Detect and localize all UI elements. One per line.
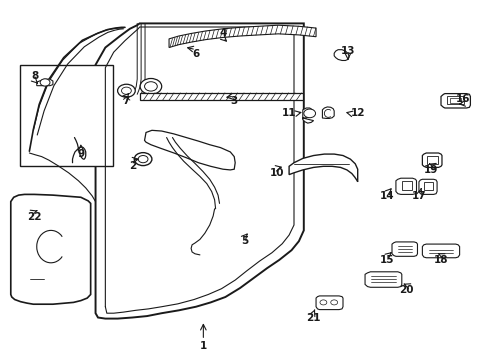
Text: 2: 2 <box>129 161 136 171</box>
Text: 5: 5 <box>242 236 248 246</box>
Polygon shape <box>11 194 91 304</box>
Text: 12: 12 <box>350 108 365 118</box>
Polygon shape <box>303 108 314 123</box>
Text: 22: 22 <box>27 212 42 222</box>
Circle shape <box>145 82 157 91</box>
Circle shape <box>320 300 327 305</box>
Bar <box>427 156 438 164</box>
Circle shape <box>134 153 152 166</box>
Polygon shape <box>322 107 334 118</box>
Bar <box>424 182 433 190</box>
Bar <box>140 93 303 100</box>
Circle shape <box>40 79 50 86</box>
Text: 9: 9 <box>77 149 84 159</box>
Circle shape <box>122 87 131 94</box>
Polygon shape <box>316 296 343 310</box>
Polygon shape <box>396 178 416 194</box>
Text: 11: 11 <box>282 108 296 118</box>
Circle shape <box>304 109 316 118</box>
Text: 13: 13 <box>341 46 355 56</box>
Text: 17: 17 <box>412 191 426 201</box>
Text: 16: 16 <box>456 94 470 104</box>
Polygon shape <box>441 94 470 108</box>
Polygon shape <box>422 244 460 258</box>
Circle shape <box>331 300 338 305</box>
Polygon shape <box>392 242 417 256</box>
Text: 21: 21 <box>306 312 321 323</box>
Text: 20: 20 <box>399 285 414 295</box>
Polygon shape <box>419 179 437 194</box>
Bar <box>402 181 412 190</box>
Text: 1: 1 <box>200 341 207 351</box>
Polygon shape <box>96 23 304 319</box>
Polygon shape <box>145 130 235 170</box>
Bar <box>450 98 461 103</box>
Bar <box>447 96 464 104</box>
Circle shape <box>118 84 135 97</box>
Text: 18: 18 <box>434 255 448 265</box>
Text: 8: 8 <box>32 71 39 81</box>
Text: 14: 14 <box>380 191 394 201</box>
Text: 7: 7 <box>122 96 130 106</box>
Text: 10: 10 <box>270 168 284 178</box>
Text: 3: 3 <box>231 96 238 106</box>
Polygon shape <box>365 272 402 287</box>
Polygon shape <box>37 79 53 86</box>
Text: 6: 6 <box>193 49 199 59</box>
Polygon shape <box>289 154 358 182</box>
Polygon shape <box>422 153 442 167</box>
Text: 19: 19 <box>424 165 439 175</box>
Bar <box>20 65 113 166</box>
Text: 4: 4 <box>219 28 227 38</box>
Polygon shape <box>334 50 349 60</box>
Circle shape <box>138 156 148 163</box>
Polygon shape <box>169 25 316 48</box>
Circle shape <box>140 78 162 94</box>
Text: 15: 15 <box>380 255 394 265</box>
